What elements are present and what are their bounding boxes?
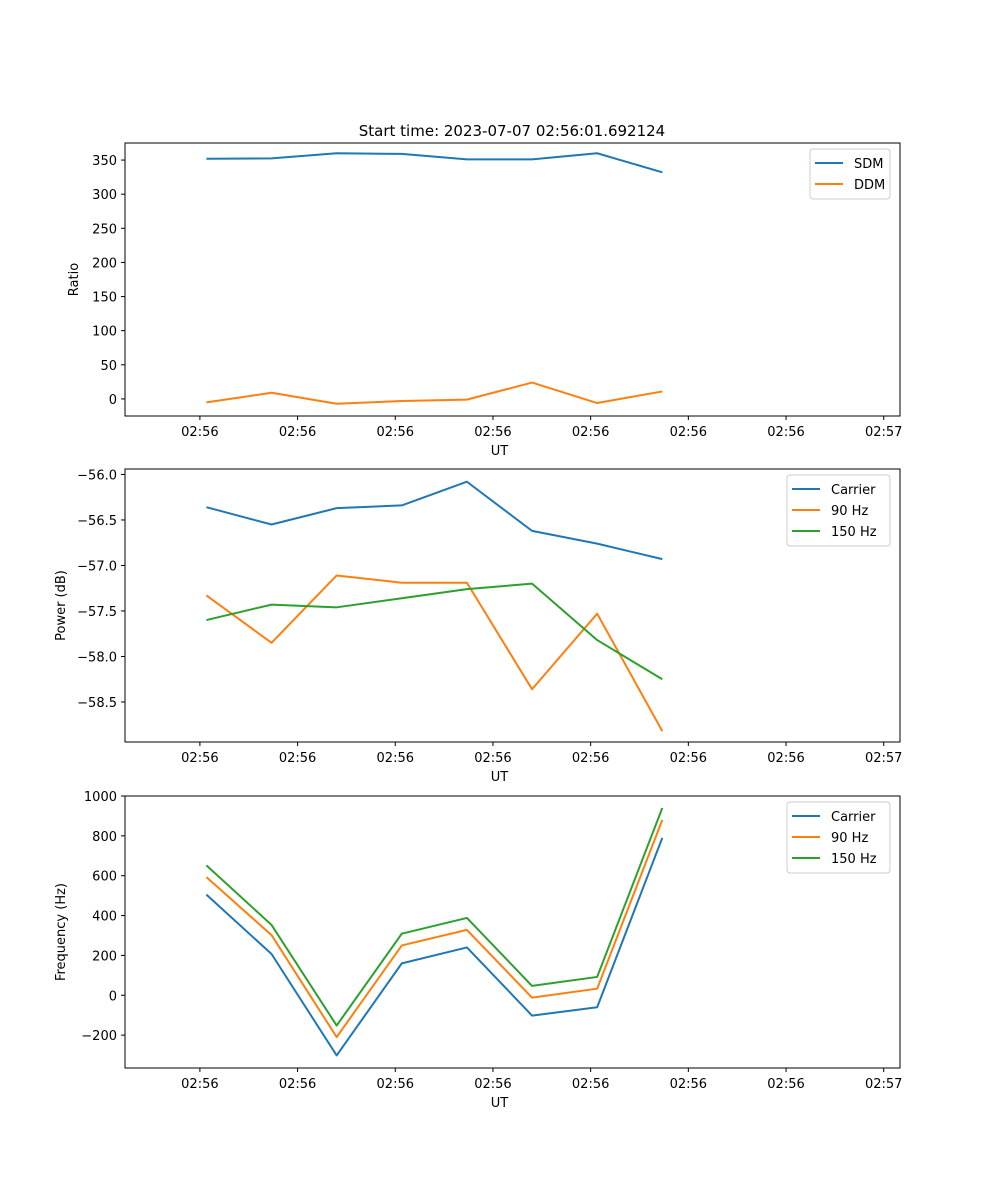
series-line-90-hz [205,574,664,732]
figure-title: Start time: 2023-07-07 02:56:01.692124 [359,122,665,140]
legend-box [786,801,891,874]
y-tick-label: 100 [92,325,117,340]
legend-label: DDM [854,178,885,193]
x-tick-label: 02:56 [767,425,804,440]
x-tick-label: 02:56 [767,1077,804,1092]
series-line-carrier [205,837,664,1057]
y-axis-label: Ratio [67,263,82,296]
x-tick-label: 02:56 [377,751,414,766]
series-line-carrier [206,480,663,561]
legend-box [809,148,891,200]
y-tick-label: 600 [92,870,117,885]
y-tick-label: −200 [81,1029,117,1044]
legend-label: 90 Hz [831,504,868,519]
y-tick-label: 350 [92,154,117,169]
y-tick-label: 1000 [84,790,117,805]
y-tick-label: 50 [100,359,117,374]
y-tick-label: 250 [92,222,117,237]
x-tick-label: 02:56 [767,751,804,766]
x-tick-label: 02:56 [670,425,707,440]
legend: SDM DDM [809,148,891,200]
y-tick-label: −57.5 [77,605,117,620]
x-tick-label: 02:57 [865,1077,902,1092]
x-axis-label: UT [491,444,509,459]
x-tick-label: 02:56 [279,751,316,766]
x-tick-label: 02:56 [279,1077,316,1092]
x-tick-label: 02:56 [181,751,218,766]
x-tick-label: 02:56 [279,425,316,440]
x-tick-label: 02:56 [572,1077,609,1092]
y-tick-label: −58.0 [77,650,117,665]
axes-frame [124,142,901,417]
legend-label: 90 Hz [831,831,868,846]
chart-panel-1: 02:56 02:56 02:56 02:56 02:56 02:56 02:56 02:57… [67,142,902,459]
x-tick-label: 02:56 [181,1077,218,1092]
chart-panel-2: 02:56 02:56 02:56 02:56 02:56 02:56 02:56 02:57… [54,468,902,785]
series-line-sdm [206,152,663,174]
x-axis-label: UT [491,770,509,785]
legend-label: Carrier [831,483,876,498]
x-tick-label: 02:56 [670,1077,707,1092]
y-axis-label: Power (dB) [54,570,69,641]
legend-label: 150 Hz [831,525,877,540]
series-line-90-hz [205,819,664,1039]
series-line-150-hz [206,582,663,681]
y-tick-label: 200 [92,949,117,964]
y-tick-label: 200 [92,256,117,271]
y-tick-label: 800 [92,830,117,845]
x-tick-label: 02:56 [474,751,511,766]
y-tick-label: 300 [92,188,117,203]
y-tick-label: −56.5 [77,514,117,529]
y-tick-label: −57.0 [77,559,117,574]
x-tick-label: 02:56 [474,425,511,440]
x-tick-label: 02:56 [670,751,707,766]
legend-label: SDM [854,157,883,172]
legend: Carrier 90 Hz 150 Hz [786,474,891,547]
chart-panel-3: 02:56 02:56 02:56 02:56 02:56 02:56 02:56 02:57… [54,790,902,1111]
legend-label: 150 Hz [831,852,877,867]
series-line-ddm [206,381,663,405]
x-tick-label: 02:57 [865,751,902,766]
x-tick-label: 02:56 [572,425,609,440]
series-line-150-hz [205,807,664,1027]
legend-label: Carrier [831,810,876,825]
y-tick-label: −58.5 [77,696,117,711]
x-tick-label: 02:56 [377,425,414,440]
y-tick-label: 400 [92,910,117,925]
x-tick-label: 02:56 [572,751,609,766]
x-axis-label: UT [491,1096,509,1111]
x-tick-label: 02:56 [181,425,218,440]
x-tick-label: 02:56 [377,1077,414,1092]
legend: Carrier 90 Hz 150 Hz [786,801,891,874]
legend-box [786,474,891,547]
y-tick-label: −56.0 [77,468,117,483]
y-axis-label: Frequency (Hz) [54,883,69,981]
axes-frame [124,468,901,743]
axes-frame [124,795,901,1069]
y-tick-label: 0 [109,989,117,1004]
y-tick-label: 150 [92,291,117,306]
x-tick-label: 02:57 [865,425,902,440]
y-tick-label: 0 [109,393,117,408]
x-tick-label: 02:56 [474,1077,511,1092]
